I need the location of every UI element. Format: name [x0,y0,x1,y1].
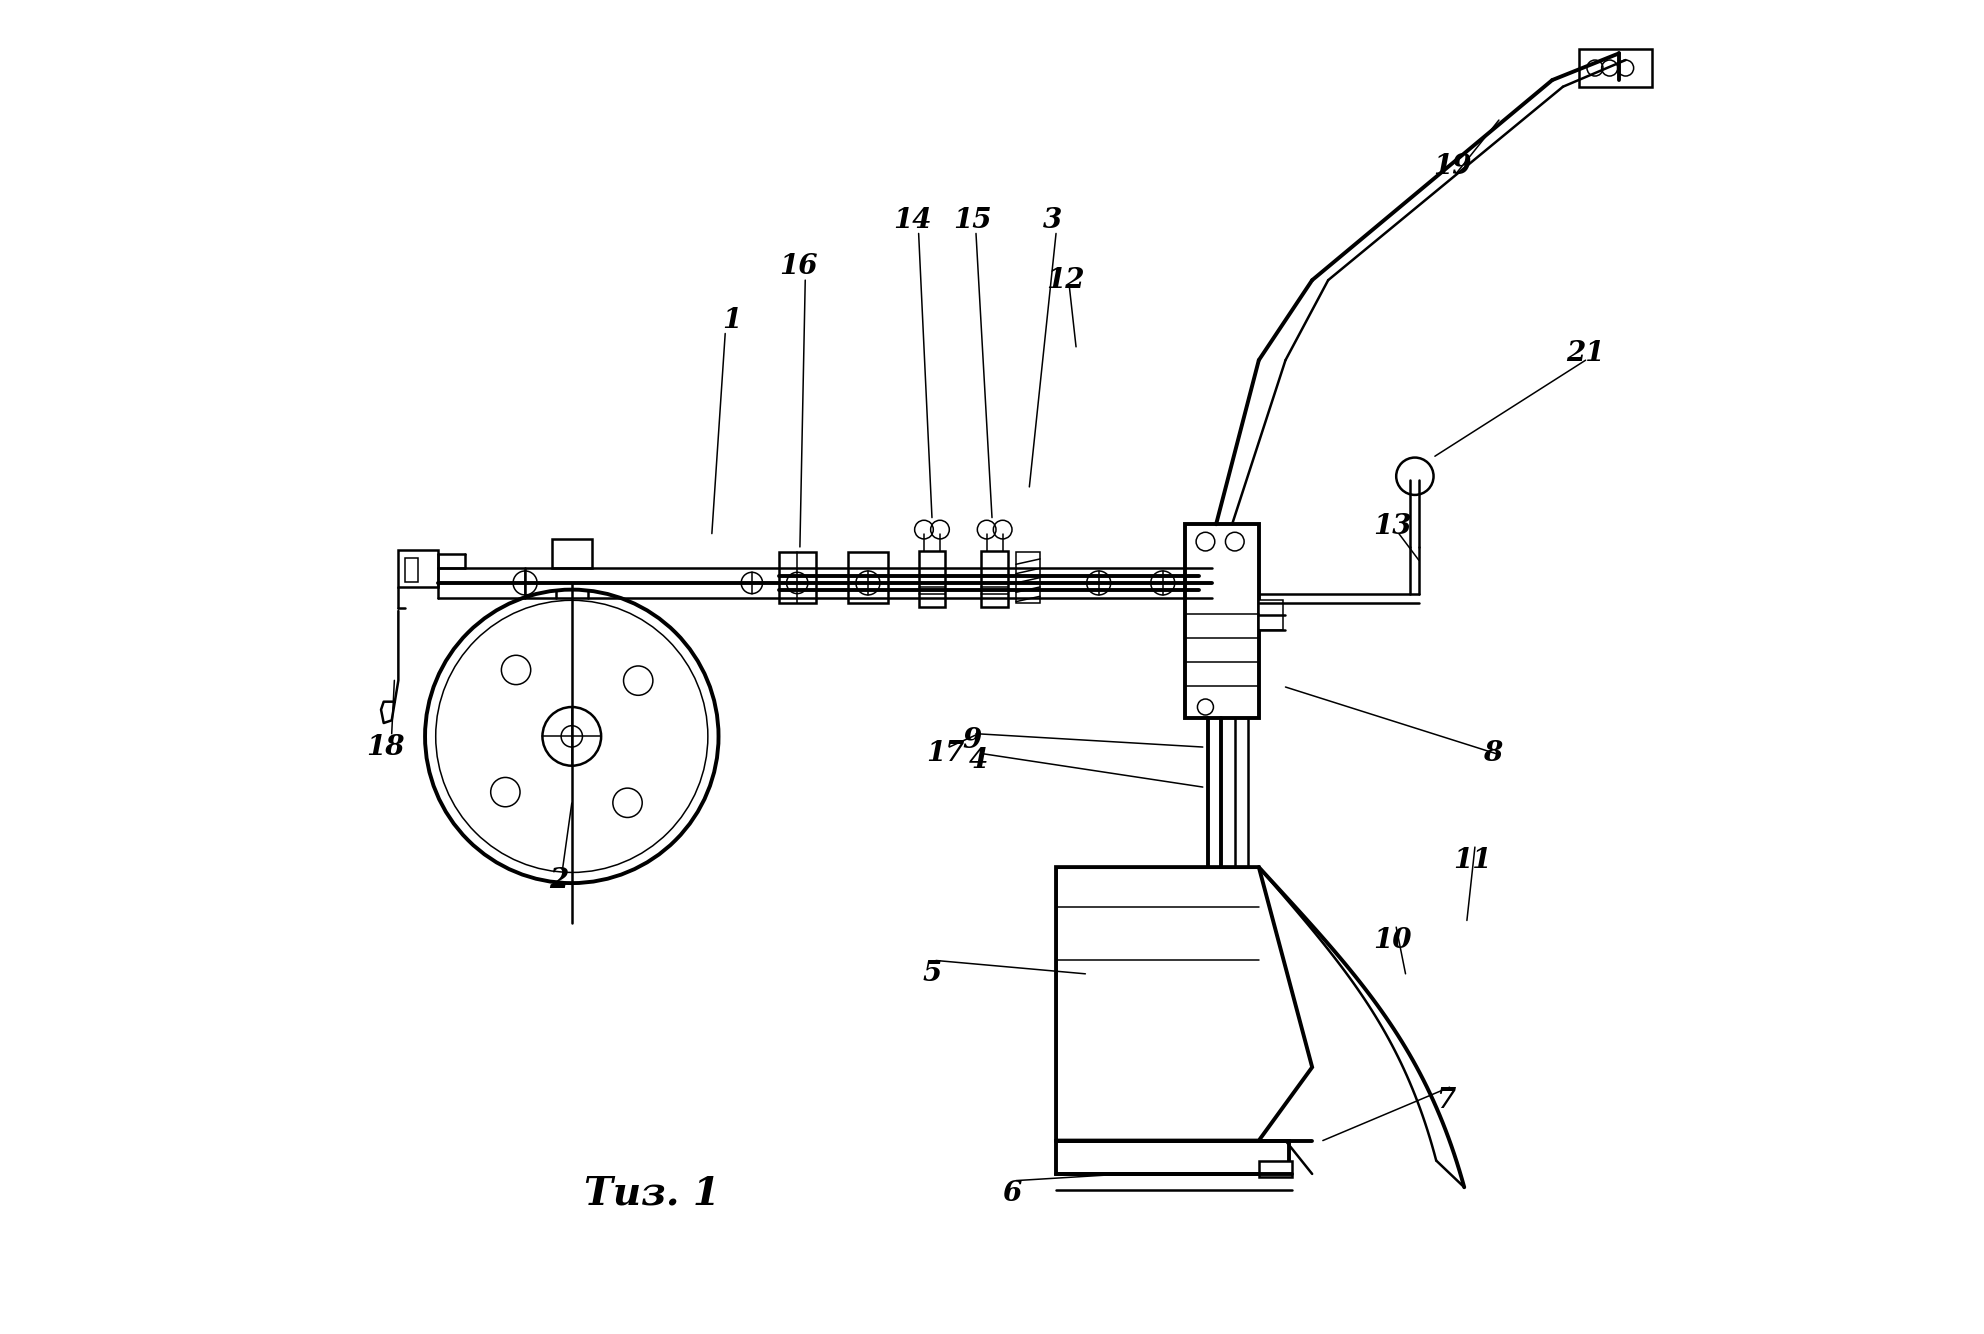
Text: Τиз. 1: Τиз. 1 [583,1175,720,1213]
Text: 19: 19 [1432,153,1472,180]
Bar [1016,552,1040,603]
Text: 1: 1 [722,307,742,334]
Circle shape [542,707,601,766]
Bar [399,550,438,587]
Text: 10: 10 [1373,927,1411,954]
Bar [552,539,591,568]
Text: 17: 17 [927,740,964,767]
Circle shape [1397,458,1434,495]
Text: 9: 9 [962,727,982,754]
Bar [1579,49,1653,87]
Circle shape [490,778,520,807]
Text: 21: 21 [1567,340,1605,367]
Text: 7: 7 [1436,1087,1454,1114]
Bar [1055,1141,1290,1174]
Text: 4: 4 [968,747,988,774]
Circle shape [502,655,532,684]
Bar [1258,1161,1292,1177]
Bar [982,551,1008,607]
Text: 13: 13 [1373,514,1411,540]
Text: 18: 18 [365,734,405,760]
Text: 16: 16 [780,253,817,280]
Bar [919,551,944,607]
Text: 5: 5 [923,960,942,987]
Polygon shape [1055,867,1311,1141]
Bar [778,552,815,603]
Text: 6: 6 [1002,1181,1022,1207]
Text: 11: 11 [1452,847,1492,874]
Bar [1184,524,1258,718]
Circle shape [613,788,643,818]
Text: 12: 12 [1046,267,1085,293]
Bar [405,558,419,582]
Circle shape [623,666,653,695]
Text: 8: 8 [1482,740,1502,767]
Bar [1258,600,1284,630]
Bar [847,552,889,603]
Text: 14: 14 [893,207,930,233]
Text: 15: 15 [952,207,992,233]
Text: 2: 2 [550,867,567,894]
Text: 3: 3 [1042,207,1061,233]
